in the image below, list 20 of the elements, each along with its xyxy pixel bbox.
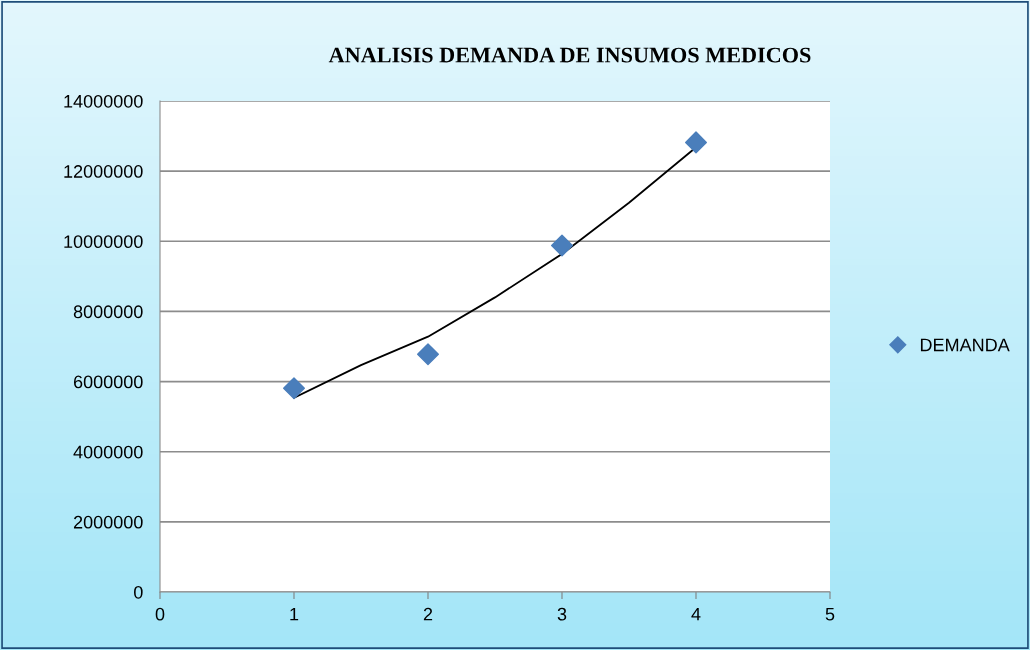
x-tick-label: 4 — [691, 607, 701, 621]
y-tick-label: 4000000 — [73, 445, 143, 459]
point — [417, 343, 439, 366]
y-tick-label: 6000000 — [73, 375, 143, 389]
x-tick-label: 2 — [423, 607, 433, 621]
x-tick-label: 0 — [155, 607, 165, 621]
x-tick-label: 1 — [290, 607, 299, 621]
point — [283, 377, 305, 400]
y-tick-label: 12000000 — [64, 165, 143, 178]
y-tick-label: 0 — [134, 585, 143, 599]
legend-label: DEMANDA — [920, 338, 1010, 352]
x-tick-label: 3 — [557, 607, 567, 621]
y-tick-label: 8000000 — [73, 305, 143, 319]
y-tick-label: 2000000 — [73, 515, 143, 529]
point — [685, 131, 707, 154]
chart-title: ANALISIS DEMANDA DE INSUMOS MEDICOS — [328, 47, 811, 63]
y-tick-label: 14000000 — [64, 94, 143, 108]
point — [551, 234, 573, 257]
x-tick-label: 5 — [825, 607, 835, 621]
y-tick-label: 10000000 — [64, 235, 143, 249]
